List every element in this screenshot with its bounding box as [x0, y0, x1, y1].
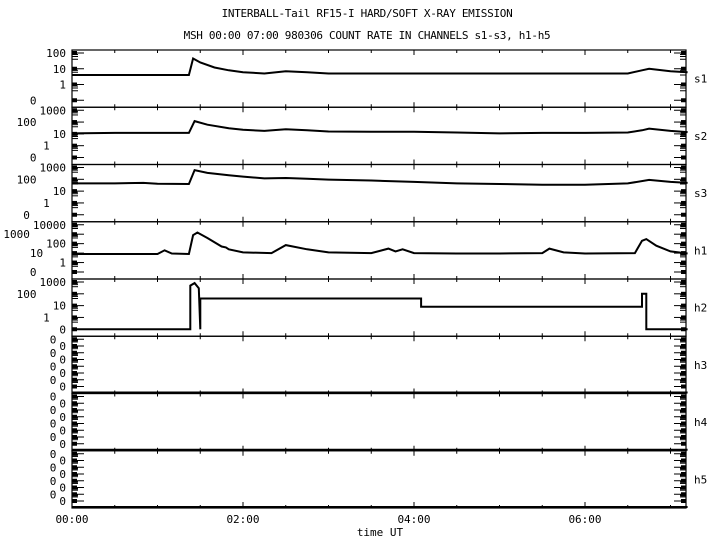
y-tick-label-h5: 0 — [50, 488, 57, 501]
y-tick-label-h3: 0 — [50, 374, 57, 387]
y-tick-label-h5: 0 — [59, 495, 66, 508]
y-tick-label-h5: 0 — [59, 468, 66, 481]
y-tick-label-s1: 1 — [59, 79, 66, 92]
y-tick-label-s3: 0 — [23, 209, 30, 222]
y-tick-label-h3: 0 — [50, 347, 57, 360]
x-tick-label: 06:00 — [568, 513, 601, 526]
series-line-h1 — [72, 231, 688, 256]
panel-label-s3: s3 — [694, 187, 707, 200]
y-tick-label-h4: 0 — [50, 404, 57, 417]
panel-label-h1: h1 — [694, 244, 707, 257]
y-tick-label-s1: 0 — [30, 94, 37, 107]
chart-title: INTERBALL-Tail RF15-I HARD/SOFT X-RAY EM… — [221, 7, 513, 20]
y-tick-label-s1: 10 — [53, 63, 66, 76]
y-tick-label-h4: 0 — [50, 391, 57, 404]
y-tick-label-s1: 100 — [46, 47, 66, 60]
panel-frame-s1 — [71, 49, 687, 108]
panel-label-h2: h2 — [694, 302, 707, 315]
y-tick-label-h1: 10 — [30, 247, 43, 260]
chart-subtitle: MSH 00:00 07:00 980306 COUNT RATE IN CHA… — [183, 29, 551, 42]
y-tick-label-h3: 0 — [50, 360, 57, 373]
y-tick-label-h3: 0 — [59, 367, 66, 380]
x-tick-label: 00:00 — [55, 513, 88, 526]
panel-frame-s2 — [71, 106, 687, 166]
panel-label-s1: s1 — [694, 73, 707, 86]
y-tick-label-s2: 1 — [43, 140, 50, 153]
panel-frame-h3 — [71, 335, 687, 395]
panel-frame-h4 — [71, 392, 687, 452]
series-line-s2 — [71, 119, 688, 135]
y-tick-label-h4: 0 — [59, 411, 66, 424]
y-tick-label-h3: 0 — [59, 381, 66, 394]
y-tick-label-h1: 0 — [30, 266, 37, 279]
series-line-s3 — [72, 168, 688, 186]
y-tick-label-h1: 10000 — [33, 219, 66, 232]
y-tick-label-h4: 0 — [59, 424, 66, 437]
y-tick-label-h1: 1 — [59, 257, 66, 270]
y-tick-label-s2: 1000 — [40, 104, 67, 117]
panel-frame-s3 — [71, 163, 687, 223]
y-tick-label-s2: 0 — [30, 152, 37, 165]
y-tick-label-s2: 10 — [53, 128, 66, 141]
panel-label-h3: h3 — [694, 359, 707, 372]
y-tick-label-h5: 0 — [50, 448, 57, 461]
y-tick-label-h2: 10 — [53, 300, 66, 313]
panel-label-h5: h5 — [694, 473, 707, 486]
y-tick-label-s3: 100 — [17, 173, 37, 186]
y-tick-label-h2: 100 — [17, 288, 37, 301]
y-tick-label-h4: 0 — [59, 438, 66, 451]
y-tick-label-s3: 10 — [53, 185, 66, 198]
y-tick-label-h2: 1 — [43, 311, 50, 324]
series-line-h2 — [72, 281, 688, 331]
y-tick-label-h4: 0 — [59, 397, 66, 410]
panel-frame-h5 — [71, 450, 687, 509]
y-tick-label-h3: 0 — [50, 333, 57, 346]
y-tick-label-s3: 1000 — [40, 162, 67, 175]
series-line-s1 — [72, 56, 688, 76]
panel-label-s2: s2 — [694, 130, 707, 143]
y-tick-label-h5: 0 — [50, 461, 57, 474]
y-tick-label-h5: 0 — [50, 475, 57, 488]
y-tick-label-s2: 100 — [17, 116, 37, 129]
panel-label-h4: h4 — [694, 416, 708, 429]
y-tick-label-h4: 0 — [50, 431, 57, 444]
x-tick-label: 02:00 — [226, 513, 259, 526]
y-tick-label-h4: 0 — [50, 418, 57, 431]
y-tick-label-h2: 0 — [59, 323, 66, 336]
y-tick-label-s3: 1 — [43, 197, 50, 210]
x-tick-label: 04:00 — [397, 513, 430, 526]
x-axis-label: time UT — [356, 526, 404, 539]
y-tick-label-h3: 0 — [59, 340, 66, 353]
y-tick-label-h3: 0 — [59, 354, 66, 367]
y-tick-label-h1: 100 — [46, 238, 66, 251]
y-tick-label-h2: 1000 — [40, 276, 67, 289]
y-tick-label-h1: 1000 — [3, 228, 30, 241]
y-tick-label-h5: 0 — [59, 482, 66, 495]
y-tick-label-h5: 0 — [59, 455, 66, 468]
